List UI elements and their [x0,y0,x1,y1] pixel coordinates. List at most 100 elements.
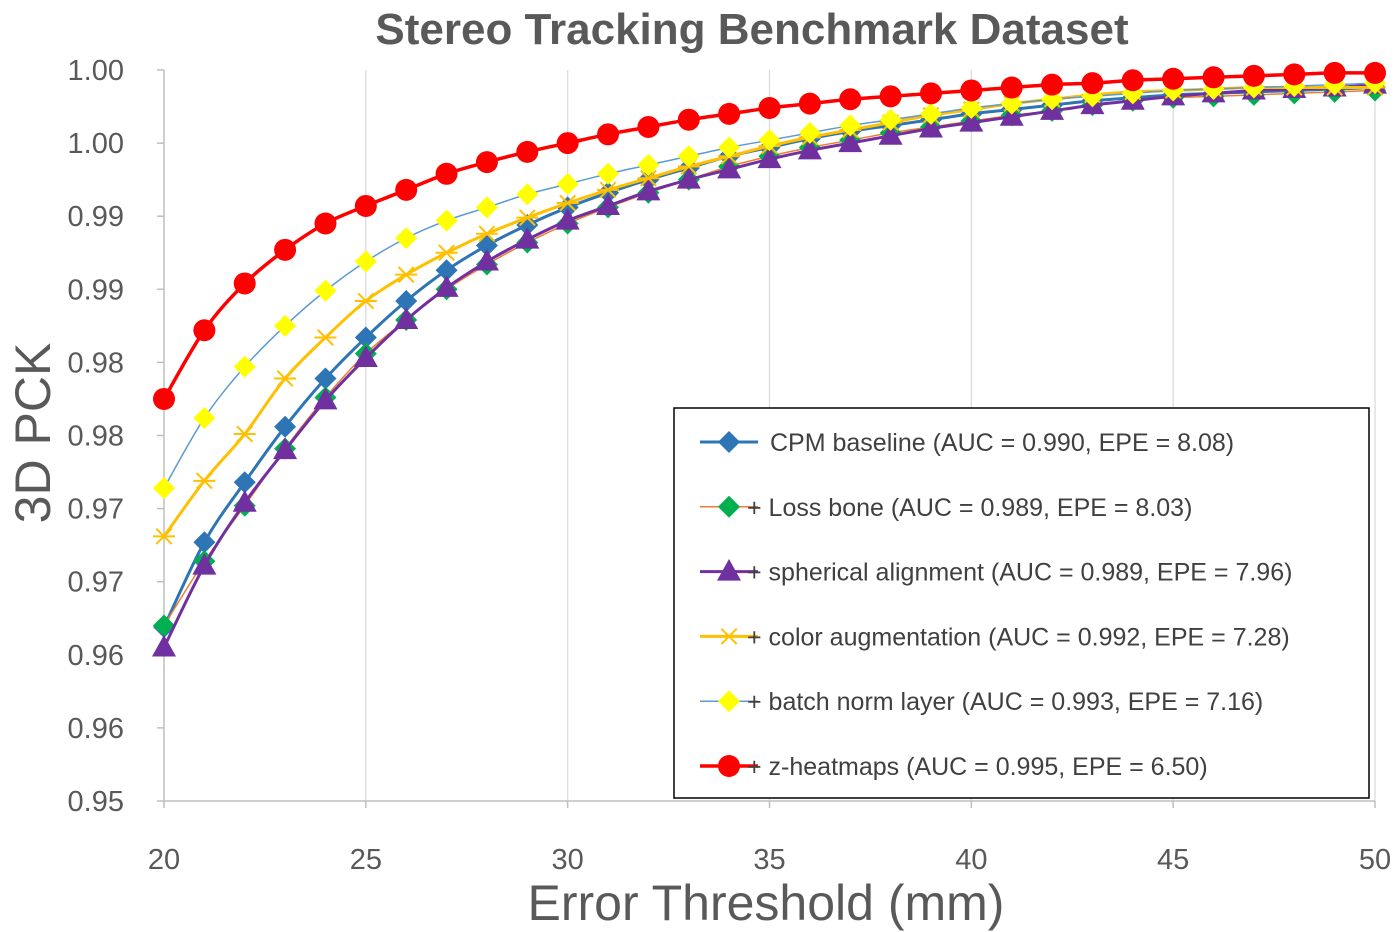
data-point-4-30 [556,173,579,196]
legend-label-3: + color augmentation (AUC = 0.992, EPE =… [747,623,1290,651]
legend-box [673,407,1370,799]
y-axis-label: 3D PCK [5,343,61,524]
data-point-4-22 [233,355,256,378]
data-point-4-24 [314,279,337,302]
data-point-4-26 [395,227,418,250]
data-point-2-41 [999,104,1024,126]
data-point-4-23 [274,314,297,337]
asterisk-stroke [236,425,254,443]
data-point-3-25 [354,292,377,310]
asterisk-stroke [720,627,738,645]
data-point-2-31 [596,193,621,215]
x-tick-label-25: 25 [350,844,382,876]
data-point-3-22 [233,425,256,443]
x-tick-label-45: 45 [1157,844,1189,876]
data-point-0-27 [435,259,458,282]
data-point-2-24 [313,387,338,410]
series-5 [153,61,1386,410]
asterisk-stroke [639,169,657,187]
data-point-0-25 [354,326,377,349]
legend-entry-0: CPM baseline (AUC = 0.990, EPE = 8.08) [700,429,1234,457]
legend-marker-0 [718,431,740,453]
legend-entry-3: + color augmentation (AUC = 0.992, EPE =… [700,623,1290,651]
data-point-0-21 [193,531,216,554]
data-point-2-37 [838,130,863,153]
data-point-5-44 [1121,69,1144,92]
y-tick-label-6: 0.98 [68,347,124,379]
data-point-4-20 [153,477,175,500]
series-4 [153,72,1386,500]
data-point-5-30 [556,132,579,155]
data-point-5-38 [879,85,902,108]
x-tick-label-30: 30 [552,844,584,876]
data-point-5-45 [1162,67,1185,90]
legend-marker-3 [718,627,740,645]
y-tick-label-7: 0.99 [68,274,124,306]
data-point-3-24 [314,329,337,346]
y-tick-label-4: 0.97 [68,494,124,526]
data-point-5-46 [1202,66,1225,89]
data-point-0-26 [395,289,418,312]
data-point-4-25 [354,250,377,273]
data-point-3-26 [395,266,418,284]
data-point-3-27 [435,244,458,262]
data-point-3-32 [637,169,660,187]
data-point-0-23 [274,415,297,438]
legend-label-0: CPM baseline (AUC = 0.990, EPE = 8.08) [770,429,1234,457]
data-point-4-34 [718,136,741,159]
y-tick-label-5: 0.98 [68,421,124,453]
data-point-5-20 [153,387,175,410]
data-point-5-27 [435,162,458,185]
y-tick-label-1: 0.96 [68,713,124,745]
legend-label-5: + z-heatmaps (AUC = 0.995, EPE = 6.50) [747,753,1208,781]
x-tick-label-35: 35 [753,844,785,876]
chart-title: Stereo Tracking Benchmark Dataset [375,5,1129,54]
axes [157,69,1376,808]
data-point-2-34 [717,156,742,179]
legend-label-4: + batch norm layer (AUC = 0.993, EPE = 7… [747,688,1263,716]
data-point-3-29 [516,209,539,227]
data-point-4-31 [597,162,620,185]
data-point-2-25 [353,345,378,368]
y-tick-label-2: 0.96 [68,640,124,672]
legend-label-1: + Loss bone (AUC = 0.989, EPE = 8.03) [747,494,1192,522]
y-tick-label-3: 0.97 [68,567,124,599]
data-point-5-40 [960,79,983,102]
data-point-5-26 [395,178,418,201]
data-point-5-34 [718,102,741,125]
data-point-4-37 [839,114,862,137]
data-point-5-21 [193,319,216,342]
asterisk-stroke [518,209,536,227]
asterisk-stroke [438,244,455,262]
data-point-5-24 [314,212,337,235]
legend: CPM baseline (AUC = 0.990, EPE = 8.08) + … [673,407,1370,799]
data-point-4-27 [435,209,458,232]
data-point-2-36 [797,137,822,160]
data-point-2-27 [434,275,459,297]
asterisk-stroke [276,370,294,387]
data-point-2-28 [474,248,499,271]
legend-marker-5 [718,755,740,777]
data-point-5-22 [233,272,256,295]
legend-entry-2: + spherical alignment (AUC = 0.989, EPE … [700,559,1292,587]
series-2 [152,72,1387,657]
data-point-4-35 [758,129,781,152]
data-point-5-47 [1242,64,1265,87]
data-point-2-29 [515,226,540,249]
data-point-4-29 [516,183,539,206]
asterisk-stroke [559,194,577,212]
data-point-5-25 [354,194,377,217]
legend-marker-1 [718,495,740,518]
asterisk-stroke [195,472,213,490]
x-tick-labels: 20 25 30 35 40 45 50 [148,844,1391,876]
legend-marker-4 [718,690,740,713]
y-tick-labels: 0.95 0.96 0.96 0.97 0.97 0.98 0.98 0.99 0.99 1.00… [68,55,124,818]
data-point-2-21 [192,553,217,575]
y-tick-label-0: 0.95 [68,786,124,818]
data-point-5-41 [1000,76,1023,99]
data-point-4-21 [193,406,216,429]
data-point-4-32 [637,154,660,177]
data-point-5-31 [597,123,620,146]
legend-entry-5: + z-heatmaps (AUC = 0.995, EPE = 6.50) [700,753,1208,781]
data-point-5-29 [516,140,539,163]
